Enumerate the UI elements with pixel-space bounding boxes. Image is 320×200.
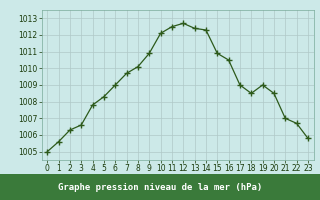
Text: Graphe pression niveau de la mer (hPa): Graphe pression niveau de la mer (hPa) <box>58 182 262 192</box>
